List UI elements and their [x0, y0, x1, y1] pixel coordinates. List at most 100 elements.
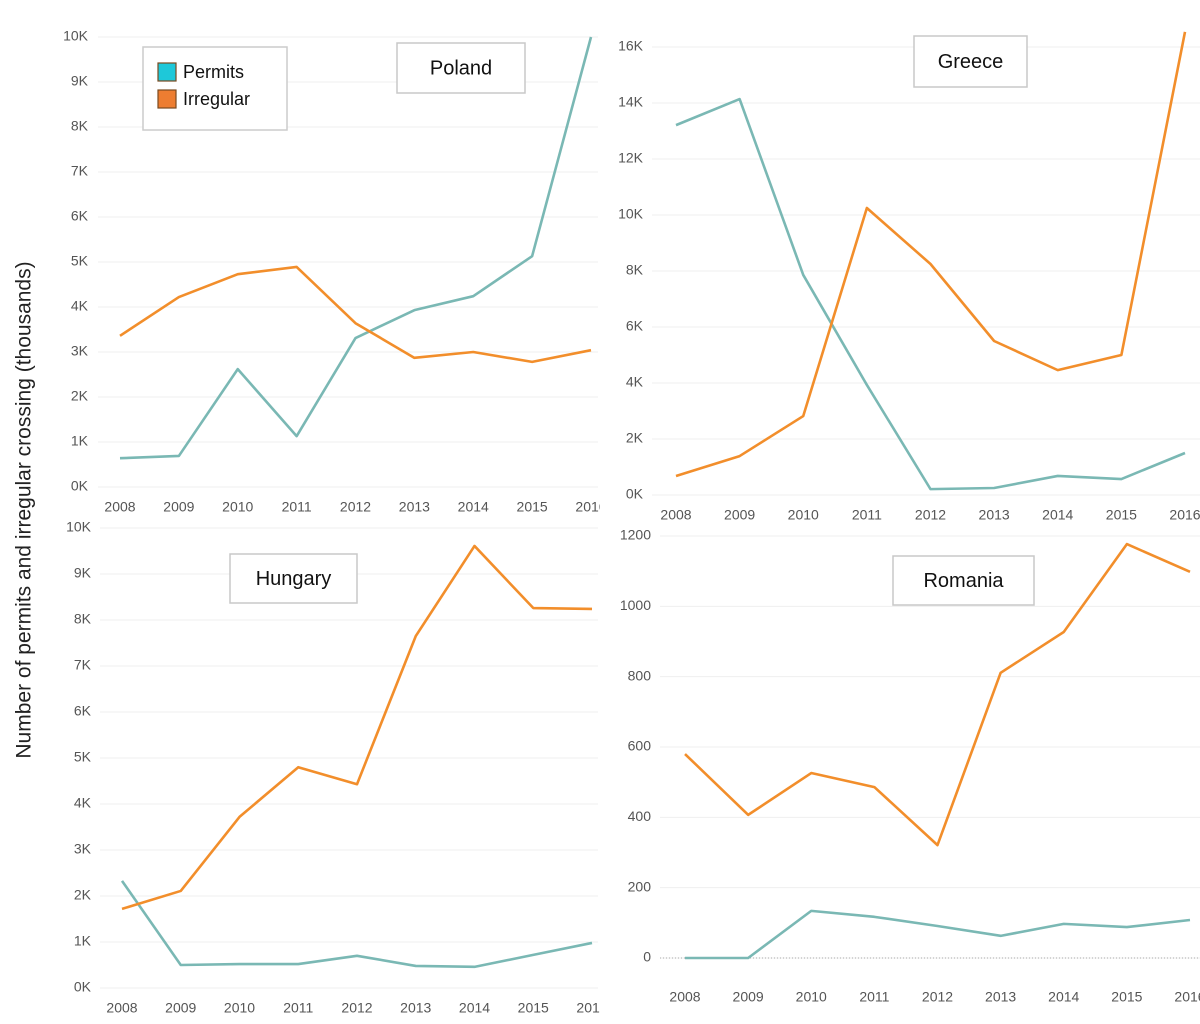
y-tick-label: 3K [71, 343, 89, 359]
panel-title: Romania [923, 570, 1004, 592]
y-tick-label: 6K [71, 208, 89, 224]
x-tick-label: 2010 [224, 1000, 255, 1016]
y-axis-label: Number of permits and irregular crossing… [13, 261, 36, 758]
x-tick-label: 2011 [859, 989, 889, 1005]
x-tick-label: 2008 [660, 507, 691, 523]
title-box [229, 553, 358, 604]
x-tick-label: 2014 [458, 499, 489, 515]
y-tick-label: 1K [71, 433, 89, 449]
panel: 0K 1K 2K 3K 4K 5K 6K 7K 8K 9K 10K 2008 2009 2010 2011 2… [66, 519, 607, 1016]
legend-swatch [157, 62, 177, 82]
x-tick-label: 2015 [1106, 507, 1137, 523]
y-tick-label: 10K [63, 28, 89, 44]
x-tick-label: 2008 [104, 499, 135, 515]
x-tick-label: 2011 [282, 499, 312, 515]
line-series [675, 31, 1187, 478]
x-tick-label: 2011 [852, 507, 882, 523]
x-tick-label: 2010 [796, 989, 827, 1005]
x-tick-label: 2012 [341, 1000, 372, 1016]
x-tick-label: 2010 [222, 499, 253, 515]
y-tick-label: 2K [71, 388, 89, 404]
x-tick-label: 2010 [788, 507, 819, 523]
y-tick-label: 3K [74, 841, 92, 857]
legend-label: Irregular [183, 89, 250, 109]
y-tick-label: 1000 [620, 597, 651, 613]
y-tick-label: 8K [71, 118, 89, 134]
x-tick-label: 2008 [669, 989, 700, 1005]
x-tick-label: 2014 [1048, 989, 1079, 1005]
x-tick-label: 2013 [979, 507, 1010, 523]
y-tick-label: 16K [618, 38, 644, 54]
x-tick-label: 2013 [985, 989, 1016, 1005]
panel-title: Hungary [256, 568, 332, 590]
y-tick-label: 800 [628, 667, 652, 683]
y-tick-label: 0 [643, 949, 651, 965]
y-tick-label: 1200 [620, 527, 651, 543]
y-tick-label: 12K [618, 150, 644, 166]
x-tick-label: 2012 [915, 507, 946, 523]
y-tick-label: 0K [74, 979, 92, 995]
y-tick-label: 4K [626, 374, 644, 390]
y-tick-label: 8K [626, 262, 644, 278]
y-tick-label: 6K [626, 318, 644, 334]
x-tick-label: 2013 [400, 1000, 431, 1016]
title-box [892, 555, 1035, 606]
x-tick-label: 2009 [724, 507, 755, 523]
x-tick-label: 2016 [1174, 989, 1200, 1005]
y-tick-label: 6K [74, 703, 92, 719]
y-tick-label: 600 [628, 738, 652, 754]
line-series [684, 542, 1191, 847]
x-tick-label: 2014 [1042, 507, 1073, 523]
y-tick-label: 7K [74, 657, 92, 673]
x-tick-label: 2015 [518, 1000, 549, 1016]
y-tick-label: 400 [628, 808, 652, 824]
y-tick-label: 7K [71, 163, 89, 179]
x-tick-label: 2015 [517, 499, 548, 515]
x-tick-label: 2015 [1111, 989, 1142, 1005]
x-tick-label: 2009 [163, 499, 194, 515]
x-tick-label: 2016 [576, 1000, 607, 1016]
y-tick-label: 2K [626, 430, 644, 446]
y-tick-label: 200 [628, 878, 652, 894]
title-box [913, 35, 1028, 88]
y-tick-label: 5K [71, 253, 89, 269]
x-tick-label: 2009 [165, 1000, 196, 1016]
y-tick-label: 4K [74, 795, 92, 811]
x-tick-label: 2012 [340, 499, 371, 515]
x-tick-label: 2013 [399, 499, 430, 515]
panel: 0 200 400 600 800 1000 1200 2008 2009 2010 2011 201… [620, 527, 1200, 1005]
x-tick-label: 2008 [106, 1000, 137, 1016]
title-box [396, 42, 526, 94]
y-tick-label: 1K [74, 933, 92, 949]
y-tick-label: 9K [74, 565, 92, 581]
y-tick-label: 4K [71, 298, 89, 314]
y-tick-label: 10K [66, 519, 92, 535]
panel-title: Greece [938, 51, 1004, 73]
y-tick-label: 10K [618, 206, 644, 222]
y-tick-label: 0K [71, 478, 89, 494]
y-tick-label: 14K [618, 94, 644, 110]
y-tick-label: 9K [71, 73, 89, 89]
y-tick-label: 8K [74, 611, 92, 627]
y-tick-label: 2K [74, 887, 92, 903]
line-series [685, 909, 1191, 960]
legend-label: Permits [183, 62, 244, 82]
line-series [119, 36, 593, 460]
x-tick-label: 2009 [733, 989, 764, 1005]
line-series [119, 265, 592, 364]
x-tick-label: 2016 [575, 499, 606, 515]
panel: 0K 2K 4K 6K 8K 10K 12K 14K 16K 2008 2009 2010 2011 20… [618, 31, 1200, 523]
line-series [675, 97, 1186, 491]
legend-swatch [157, 89, 177, 109]
legend-box [142, 46, 288, 131]
line-series [120, 880, 593, 969]
x-tick-label: 2011 [283, 1000, 313, 1016]
x-tick-label: 2012 [922, 989, 953, 1005]
panel-title: Poland [430, 57, 492, 79]
x-tick-label: 2016 [1169, 507, 1200, 523]
y-tick-label: 0K [626, 486, 644, 502]
line-series [121, 544, 593, 911]
y-tick-label: 5K [74, 749, 92, 765]
panel: 0K 1K 2K 3K 4K 5K 6K 7K 8K 9K 10K 2008 2009 2010 2011 2… [63, 28, 606, 515]
